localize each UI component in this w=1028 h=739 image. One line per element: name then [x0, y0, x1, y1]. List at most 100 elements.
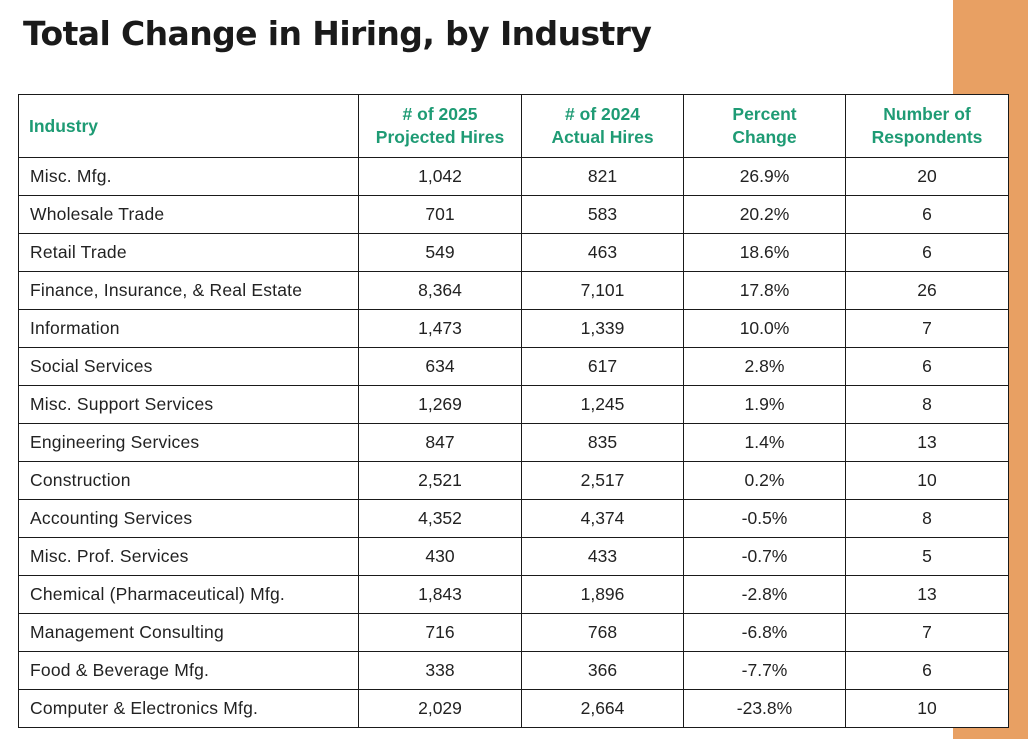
projected-2025-cell: 701: [358, 195, 522, 234]
percent-change-cell: 20.2%: [683, 195, 846, 234]
percent-change-cell: 26.9%: [683, 157, 846, 196]
actual-2024-cell: 366: [521, 651, 684, 690]
projected-2025-cell: 1,473: [358, 309, 522, 348]
column-header-line: Respondents: [871, 127, 983, 147]
hiring-change-table: Industry # of 2025 Projected Hires # of …: [18, 94, 1009, 728]
table-row: Food & Beverage Mfg. 338 366 -7.7% 6: [18, 651, 1009, 690]
respondents-cell: 13: [845, 423, 1009, 462]
column-header-industry: Industry: [18, 94, 359, 158]
table-row: Retail Trade 549 463 18.6% 6: [18, 233, 1009, 272]
percent-change-cell: -23.8%: [683, 689, 846, 728]
percent-change-cell: 1.4%: [683, 423, 846, 462]
respondents-cell: 7: [845, 309, 1009, 348]
projected-2025-cell: 549: [358, 233, 522, 272]
table-row: Misc. Mfg. 1,042 821 26.9% 20: [18, 157, 1009, 196]
percent-change-cell: 17.8%: [683, 271, 846, 310]
table-row: Wholesale Trade 701 583 20.2% 6: [18, 195, 1009, 234]
actual-2024-cell: 768: [521, 613, 684, 652]
table-row: Construction 2,521 2,517 0.2% 10: [18, 461, 1009, 500]
projected-2025-cell: 430: [358, 537, 522, 576]
table-row: Accounting Services 4,352 4,374 -0.5% 8: [18, 499, 1009, 538]
projected-2025-cell: 716: [358, 613, 522, 652]
respondents-cell: 6: [845, 651, 1009, 690]
column-header-2025-projected: # of 2025 Projected Hires: [358, 94, 522, 158]
percent-change-cell: 2.8%: [683, 347, 846, 386]
actual-2024-cell: 2,664: [521, 689, 684, 728]
table-row: Misc. Prof. Services 430 433 -0.7% 5: [18, 537, 1009, 576]
actual-2024-cell: 463: [521, 233, 684, 272]
actual-2024-cell: 4,374: [521, 499, 684, 538]
table-row: Computer & Electronics Mfg. 2,029 2,664 …: [18, 689, 1009, 728]
industry-cell: Management Consulting: [18, 613, 359, 652]
percent-change-cell: -0.7%: [683, 537, 846, 576]
table-row: Misc. Support Services 1,269 1,245 1.9% …: [18, 385, 1009, 424]
industry-cell: Finance, Insurance, & Real Estate: [18, 271, 359, 310]
column-header-line: Percent: [732, 104, 797, 124]
hiring-table-container: Industry # of 2025 Projected Hires # of …: [18, 94, 1009, 728]
industry-cell: Engineering Services: [18, 423, 359, 462]
column-header-percent-change: Percent Change: [683, 94, 846, 158]
projected-2025-cell: 4,352: [358, 499, 522, 538]
industry-cell: Computer & Electronics Mfg.: [18, 689, 359, 728]
percent-change-cell: 10.0%: [683, 309, 846, 348]
respondents-cell: 26: [845, 271, 1009, 310]
respondents-cell: 13: [845, 575, 1009, 614]
industry-cell: Information: [18, 309, 359, 348]
respondents-cell: 10: [845, 689, 1009, 728]
table-row: Management Consulting 716 768 -6.8% 7: [18, 613, 1009, 652]
projected-2025-cell: 2,029: [358, 689, 522, 728]
column-header-line: Actual Hires: [551, 127, 654, 147]
respondents-cell: 20: [845, 157, 1009, 196]
table-row: Engineering Services 847 835 1.4% 13: [18, 423, 1009, 462]
actual-2024-cell: 821: [521, 157, 684, 196]
industry-cell: Misc. Prof. Services: [18, 537, 359, 576]
respondents-cell: 10: [845, 461, 1009, 500]
industry-cell: Retail Trade: [18, 233, 359, 272]
respondents-cell: 5: [845, 537, 1009, 576]
industry-cell: Accounting Services: [18, 499, 359, 538]
industry-cell: Wholesale Trade: [18, 195, 359, 234]
table-row: Chemical (Pharmaceutical) Mfg. 1,843 1,8…: [18, 575, 1009, 614]
industry-cell: Food & Beverage Mfg.: [18, 651, 359, 690]
column-header-line: Projected Hires: [375, 127, 505, 147]
table-row: Finance, Insurance, & Real Estate 8,364 …: [18, 271, 1009, 310]
column-header-2024-actual: # of 2024 Actual Hires: [521, 94, 684, 158]
percent-change-cell: -2.8%: [683, 575, 846, 614]
industry-cell: Social Services: [18, 347, 359, 386]
actual-2024-cell: 617: [521, 347, 684, 386]
column-header-line: # of 2024: [565, 104, 640, 124]
actual-2024-cell: 2,517: [521, 461, 684, 500]
projected-2025-cell: 1,042: [358, 157, 522, 196]
respondents-cell: 7: [845, 613, 1009, 652]
respondents-cell: 6: [845, 195, 1009, 234]
projected-2025-cell: 1,269: [358, 385, 522, 424]
projected-2025-cell: 338: [358, 651, 522, 690]
table-row: Social Services 634 617 2.8% 6: [18, 347, 1009, 386]
projected-2025-cell: 1,843: [358, 575, 522, 614]
industry-cell: Misc. Mfg.: [18, 157, 359, 196]
column-header-line: Change: [732, 127, 797, 147]
percent-change-cell: -6.8%: [683, 613, 846, 652]
actual-2024-cell: 1,339: [521, 309, 684, 348]
projected-2025-cell: 2,521: [358, 461, 522, 500]
projected-2025-cell: 847: [358, 423, 522, 462]
table-header-row: Industry # of 2025 Projected Hires # of …: [18, 94, 1009, 158]
actual-2024-cell: 7,101: [521, 271, 684, 310]
table-row: Information 1,473 1,339 10.0% 7: [18, 309, 1009, 348]
respondents-cell: 8: [845, 499, 1009, 538]
projected-2025-cell: 634: [358, 347, 522, 386]
respondents-cell: 6: [845, 233, 1009, 272]
column-header-respondents: Number of Respondents: [845, 94, 1009, 158]
column-header-line: Number of: [883, 104, 971, 124]
projected-2025-cell: 8,364: [358, 271, 522, 310]
respondents-cell: 8: [845, 385, 1009, 424]
column-header-line: # of 2025: [402, 104, 478, 124]
respondents-cell: 6: [845, 347, 1009, 386]
actual-2024-cell: 583: [521, 195, 684, 234]
actual-2024-cell: 1,245: [521, 385, 684, 424]
percent-change-cell: -7.7%: [683, 651, 846, 690]
industry-cell: Construction: [18, 461, 359, 500]
percent-change-cell: 18.6%: [683, 233, 846, 272]
industry-cell: Chemical (Pharmaceutical) Mfg.: [18, 575, 359, 614]
percent-change-cell: 0.2%: [683, 461, 846, 500]
